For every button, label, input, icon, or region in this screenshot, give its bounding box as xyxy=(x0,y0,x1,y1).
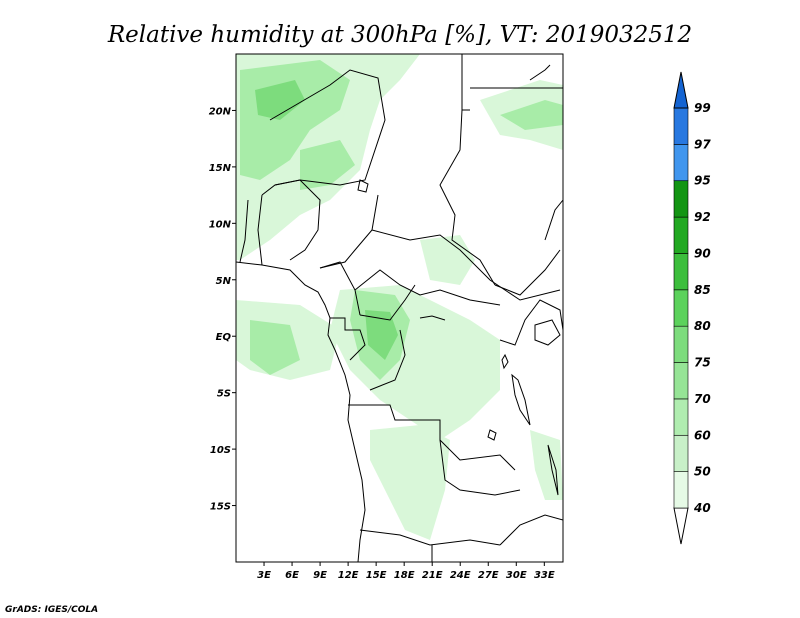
border-great-lakes xyxy=(499,299,563,346)
lon-tick-label: 6E xyxy=(285,570,299,581)
colorbar-level-label: 95 xyxy=(694,174,711,188)
colorbar-segment xyxy=(673,216,689,254)
latitude-axis: 20N 15N 10N 5N EQ 5S 10S 15S xyxy=(209,106,236,513)
humidity-area-chad xyxy=(420,235,475,285)
lon-tick-label: 27E xyxy=(478,570,499,581)
colorbar-level-label: 80 xyxy=(694,319,711,333)
humidity-area-sahara-streak xyxy=(255,80,305,120)
colorbar: 40 50 60 70 75 80 85 90 92 95 97 99 xyxy=(673,71,711,545)
figure-title: Relative humidity at 300hPa [%], VT: 201… xyxy=(107,22,692,48)
lat-tick-label: 10S xyxy=(210,445,231,456)
border-ethiopia xyxy=(544,199,563,241)
colorbar-segment xyxy=(673,471,689,509)
border-drc-angola xyxy=(348,404,516,471)
lon-tick-label: 15E xyxy=(366,570,387,581)
border-sudan-south xyxy=(494,249,561,296)
border-chad-south xyxy=(319,194,379,269)
lon-tick-label: 24E xyxy=(450,570,471,581)
humidity-shading xyxy=(236,54,563,540)
coastline-gulf-of-guinea xyxy=(236,261,366,562)
colorbar-level-label: 75 xyxy=(694,356,711,370)
map-panel: 20N 15N 10N 5N EQ 5S 10S 15S 3E 6E 9E 12E 15E 18E 21E… xyxy=(209,53,564,581)
border-nigeria xyxy=(261,179,321,261)
lake-malawi xyxy=(547,444,559,496)
lake-mweru xyxy=(487,429,497,441)
lat-tick-label: 15N xyxy=(209,163,232,174)
colorbar-segment xyxy=(673,434,689,472)
colorbar-segment xyxy=(673,362,689,400)
border-niger-north xyxy=(269,69,386,186)
colorbar-lower-arrow xyxy=(673,507,689,545)
colorbar-level-label: 40 xyxy=(693,501,711,515)
colorbar-level-label: 85 xyxy=(694,283,711,297)
lon-tick-label: 3E xyxy=(257,570,271,581)
colorbar-segment xyxy=(673,107,689,145)
colorbar-level-label: 97 xyxy=(694,137,711,151)
lon-tick-label: 12E xyxy=(338,570,359,581)
lat-tick-label: 10N xyxy=(209,219,232,230)
colorbar-level-label: 70 xyxy=(694,392,711,406)
border-car xyxy=(371,229,561,301)
lake-victoria xyxy=(534,319,561,346)
country-borders xyxy=(236,54,563,562)
border-angola-namibia xyxy=(359,529,501,546)
grads-credit: GrADS: IGES/COLA xyxy=(5,605,98,615)
border-chad-east xyxy=(439,109,496,286)
border-car-south xyxy=(354,269,501,306)
lat-tick-label: EQ xyxy=(216,332,232,343)
humidity-area-congo-core xyxy=(365,310,398,360)
lake-tanganyika xyxy=(511,373,531,426)
colorbar-segment xyxy=(673,144,689,182)
lat-tick-label: 15S xyxy=(210,502,231,513)
border-congo-drc xyxy=(359,284,416,391)
colorbar-upper-arrow xyxy=(673,71,689,109)
lat-tick-label: 20N xyxy=(209,106,232,117)
border-angola-zambia xyxy=(439,439,521,496)
border-zambia-south xyxy=(431,514,563,562)
lat-tick-label: 5N xyxy=(216,276,232,287)
lon-tick-label: 21E xyxy=(422,570,443,581)
colorbar-segment xyxy=(673,289,689,327)
colorbar-level-label: 60 xyxy=(694,428,711,442)
red-sea-coast xyxy=(529,64,551,81)
lon-tick-label: 18E xyxy=(394,570,415,581)
border-gabon xyxy=(330,317,366,361)
lon-tick-label: 33E xyxy=(534,570,555,581)
humidity-area-south xyxy=(370,425,450,540)
border-benin-togo xyxy=(239,194,263,266)
humidity-area-sahel xyxy=(300,140,355,190)
colorbar-level-label: 92 xyxy=(694,210,711,224)
map-frame xyxy=(235,53,564,563)
border-cameroon xyxy=(319,261,361,316)
lake-chad xyxy=(357,179,369,193)
colorbar-segment xyxy=(673,398,689,436)
lon-tick-label: 30E xyxy=(506,570,527,581)
colorbar-level-label: 99 xyxy=(694,101,711,115)
lake-kivu xyxy=(501,353,509,370)
lon-tick-label: 9E xyxy=(313,570,327,581)
colorbar-segment xyxy=(673,325,689,363)
humidity-area-ne-band xyxy=(500,100,563,130)
colorbar-level-label: 90 xyxy=(694,246,711,260)
lat-tick-label: 5S xyxy=(217,389,231,400)
river-congo-segment xyxy=(419,315,446,321)
colorbar-segment xyxy=(673,253,689,291)
longitude-axis: 3E 6E 9E 12E 15E 18E 21E 24E 27E 30E 33E xyxy=(257,562,555,581)
colorbar-segment xyxy=(673,180,689,218)
humidity-area-gabon xyxy=(250,320,300,375)
colorbar-level-label: 50 xyxy=(694,465,711,479)
